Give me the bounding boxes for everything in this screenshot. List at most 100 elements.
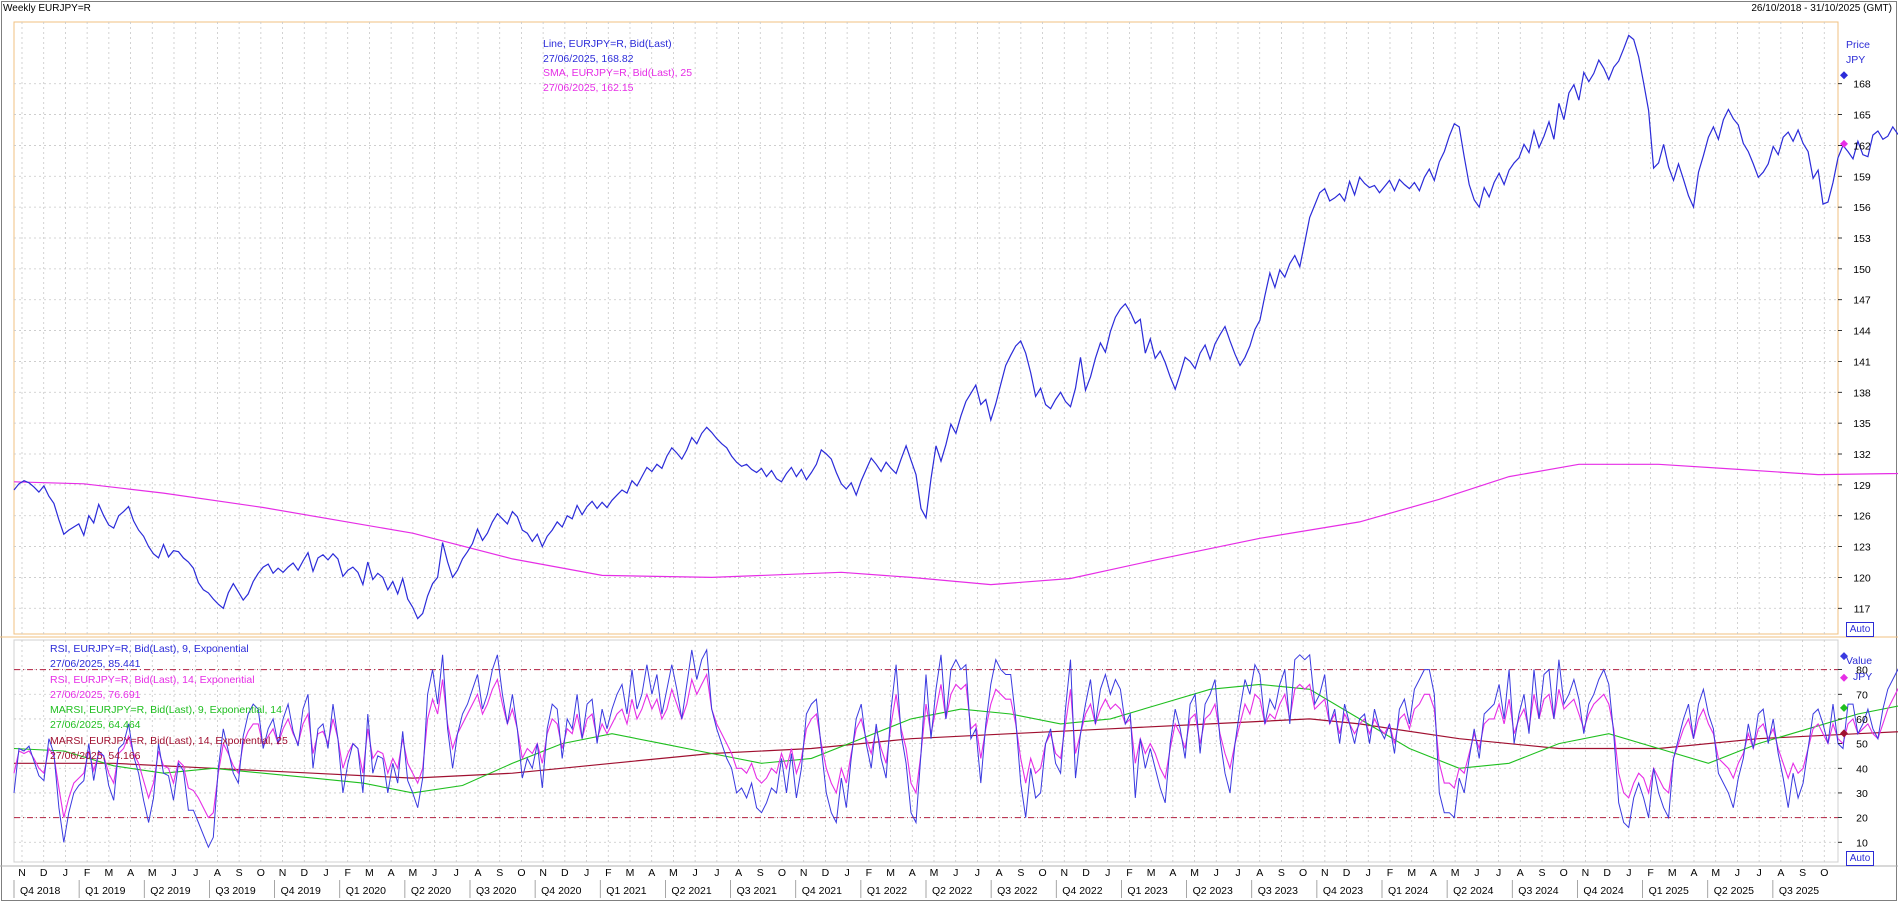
x-month-tick-label: J — [953, 867, 958, 879]
price-axis-title: Price — [1846, 39, 1870, 51]
indicator-y-tick-label: 20 — [1856, 813, 1868, 825]
price-y-tick-label: 126 — [1853, 511, 1871, 523]
x-quarter-tick-label: Q2 2021 — [671, 885, 711, 897]
x-month-tick-label: J — [1366, 867, 1371, 879]
price-y-tick-label: 159 — [1853, 171, 1871, 183]
x-quarter-tick-label: Q3 2024 — [1518, 885, 1558, 897]
indicator-legend-line-3: 27/06/2025, 76.691 — [50, 688, 141, 701]
indicator-y-tick-label: 10 — [1856, 837, 1868, 849]
sma-series-line — [13, 463, 1898, 586]
x-month-tick-label: D — [300, 867, 308, 879]
price-y-tick-label: 162 — [1853, 140, 1871, 152]
indicator-legend: RSI, EURJPY=R, Bid(Last), 9, Exponential… — [50, 642, 288, 764]
x-month-tick-label: A — [1430, 867, 1437, 879]
indicator-y-tick-label: 30 — [1856, 788, 1868, 800]
x-quarter-tick-label: Q2 2019 — [150, 885, 190, 897]
price-legend-line-2: SMA, EURJPY=R, Bid(Last), 25 — [543, 67, 693, 79]
indicator-legend-line-7: 27/06/2025, 54.166 — [50, 750, 141, 763]
price-y-tick-label: 150 — [1853, 264, 1871, 276]
x-quarter-tick-label: Q3 2022 — [997, 885, 1037, 897]
x-quarter-tick-label: Q2 2020 — [411, 885, 451, 897]
x-quarter-tick-label: Q1 2022 — [867, 885, 907, 897]
indicator-auto-button[interactable]: Auto — [1846, 851, 1874, 866]
x-quarter-tick-label: Q3 2023 — [1258, 885, 1298, 897]
x-quarter-tick-label: Q1 2024 — [1388, 885, 1428, 897]
x-month-tick-label: F — [1126, 867, 1132, 879]
indicator-legend-line-4: MARSI, EURJPY=R, Bid(Last), 9, Exponenti… — [50, 704, 282, 717]
x-month-tick-label: O — [517, 867, 525, 879]
indicator-legend-line-2: RSI, EURJPY=R, Bid(Last), 14, Exponentia… — [50, 673, 255, 686]
price-y-tick-label: 120 — [1853, 572, 1871, 584]
rsi9-series-line — [13, 648, 1898, 849]
x-quarter-tick-label: Q4 2021 — [802, 885, 842, 897]
x-month-tick-label: O — [778, 867, 786, 879]
x-month-tick-label: A — [1169, 867, 1176, 879]
x-quarter-tick-label: Q2 2025 — [1714, 885, 1754, 897]
date-range: 26/10/2018 - 31/10/2025 (GMT) — [1751, 3, 1892, 14]
indicator-axis-unit: JPY — [1853, 671, 1873, 683]
indicator-y-tick-label: 50 — [1856, 739, 1868, 751]
price-legend: Line, EURJPY=R, Bid(Last) 27/06/2025, 16… — [543, 37, 692, 95]
x-quarter-tick-label: Q2 2022 — [932, 885, 972, 897]
indicator-last-marker-1 — [1840, 673, 1848, 682]
x-month-tick-label: J — [171, 867, 176, 879]
x-quarter-tick-label: Q1 2020 — [346, 885, 386, 897]
x-month-tick-label: S — [757, 867, 764, 879]
x-month-tick-label: N — [1060, 867, 1068, 879]
x-month-tick-label: A — [909, 867, 916, 879]
x-month-tick-label: O — [1820, 867, 1828, 879]
price-y-tick-label: 147 — [1853, 295, 1871, 307]
x-month-tick-label: F — [605, 867, 611, 879]
x-quarter-tick-label: Q4 2019 — [281, 885, 321, 897]
price-y-tick-label: 129 — [1853, 480, 1871, 492]
grid — [14, 22, 1838, 862]
x-month-tick-label: F — [84, 867, 90, 879]
price-series-line — [13, 34, 1898, 620]
x-month-tick-label: J — [1757, 867, 1762, 879]
x-month-tick-label: J — [432, 867, 437, 879]
price-legend-line-0: Line, EURJPY=R, Bid(Last) — [543, 38, 672, 50]
x-month-tick-label: A — [1256, 867, 1263, 879]
price-y-tick-label: 117 — [1854, 603, 1871, 615]
x-quarter-tick-label: Q2 2023 — [1193, 885, 1233, 897]
price-y-tick-label: 153 — [1853, 233, 1871, 245]
x-quarter-tick-label: Q3 2019 — [215, 885, 255, 897]
x-month-tick-label: O — [257, 867, 265, 879]
x-month-tick-label: M — [408, 867, 417, 879]
x-month-tick-label: M — [365, 867, 374, 879]
indicator-legend-line-1: 27/06/2025, 85.441 — [50, 658, 141, 671]
x-month-tick-label: J — [693, 867, 698, 879]
x-month-tick-label: A — [1777, 867, 1784, 879]
x-month-tick-label: A — [735, 867, 742, 879]
price-y-tick-label: 132 — [1853, 449, 1871, 461]
sma-last-marker — [1840, 139, 1848, 148]
x-month-tick-label: M — [148, 867, 157, 879]
indicator-legend-line-5: 27/06/2025, 64.464 — [50, 719, 141, 732]
x-month-tick-label: J — [454, 867, 459, 879]
x-month-tick-label: N — [800, 867, 808, 879]
x-month-tick-label: F — [1647, 867, 1653, 879]
x-month-tick-label: N — [279, 867, 287, 879]
x-month-tick-label: M — [626, 867, 635, 879]
x-quarter-tick-label: Q4 2020 — [541, 885, 581, 897]
price-auto-button[interactable]: Auto — [1846, 622, 1874, 637]
x-month-tick-label: F — [866, 867, 872, 879]
price-y-tick-label: 123 — [1853, 542, 1871, 554]
x-quarter-tick-label: Q4 2018 — [20, 885, 60, 897]
x-month-tick-label: D — [40, 867, 48, 879]
x-quarter-tick-label: Q1 2023 — [1127, 885, 1167, 897]
x-month-tick-label: O — [1560, 867, 1568, 879]
x-month-tick-label: J — [323, 867, 328, 879]
price-legend-line-1: 27/06/2025, 168.82 — [543, 52, 634, 65]
indicator-last-marker-0 — [1840, 652, 1848, 661]
x-month-tick-label: J — [193, 867, 198, 879]
x-month-tick-label: S — [1278, 867, 1285, 879]
x-quarter-tick-label: Q3 2020 — [476, 885, 516, 897]
price-plot — [13, 34, 1898, 620]
x-month-tick-label: J — [1105, 867, 1110, 879]
x-month-tick-label: M — [1711, 867, 1720, 879]
marsi14-series-line — [14, 718, 1898, 779]
x-month-tick-label: S — [1017, 867, 1024, 879]
